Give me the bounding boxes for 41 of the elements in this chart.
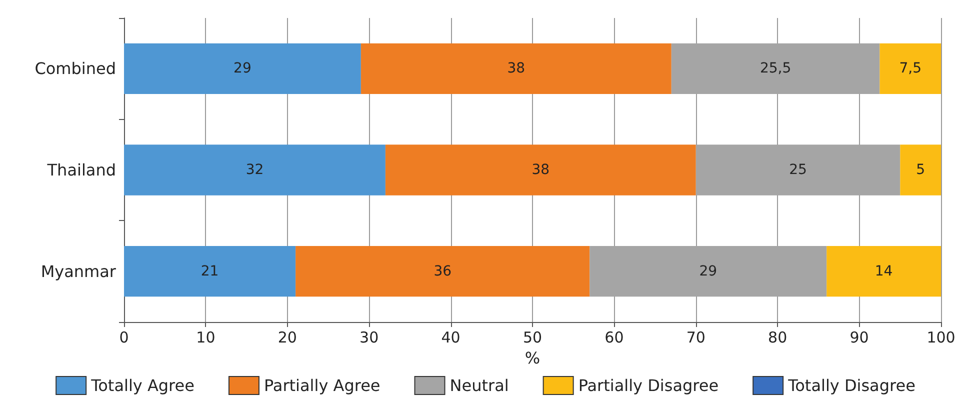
legend-label: Totally Disagree (787, 376, 916, 395)
bar (124, 43, 361, 94)
bar (360, 43, 672, 94)
bar (124, 144, 386, 196)
bar (900, 144, 941, 196)
data-label: 25 (789, 162, 807, 178)
y-tick-label: Combined (34, 59, 116, 78)
data-label: 38 (507, 60, 526, 77)
x-tick-label: 30 (360, 328, 379, 346)
x-tick-label: 40 (441, 328, 460, 346)
x-tick-label: 10 (196, 328, 216, 346)
x-tick-label: 100 (926, 328, 956, 346)
data-label: 25,5 (760, 60, 792, 77)
bar (880, 43, 941, 94)
legend-label: Partially Agree (264, 376, 380, 395)
data-label: 36 (434, 263, 452, 280)
data-label: 7,5 (899, 60, 922, 77)
bar (826, 246, 941, 297)
data-label: 21 (200, 263, 219, 280)
bar (385, 144, 696, 196)
data-label: 32 (246, 162, 264, 178)
x-axis-title: % (524, 348, 540, 368)
data-label: 14 (874, 263, 893, 280)
y-tick-label: Myanmar (40, 262, 116, 281)
bar (124, 246, 296, 297)
x-tick-label: 70 (686, 328, 706, 346)
x-tick-label: 60 (604, 328, 624, 346)
bar (296, 246, 590, 297)
y-tick-label: Thailand (46, 160, 116, 180)
legend-label: Neutral (450, 376, 509, 395)
data-label: 38 (532, 162, 550, 178)
x-tick-label: 80 (768, 328, 788, 346)
data-label: 5 (916, 162, 926, 178)
data-label: 29 (699, 263, 718, 280)
x-tick-label: 50 (522, 328, 542, 346)
legend-label: Partially Disagree (578, 376, 719, 395)
legend-label: Totally Agree (90, 376, 194, 395)
x-tick-label: 20 (278, 328, 297, 346)
x-tick-label: 0 (119, 328, 129, 346)
data-label: 29 (234, 60, 252, 77)
x-tick-label: 90 (850, 328, 869, 346)
